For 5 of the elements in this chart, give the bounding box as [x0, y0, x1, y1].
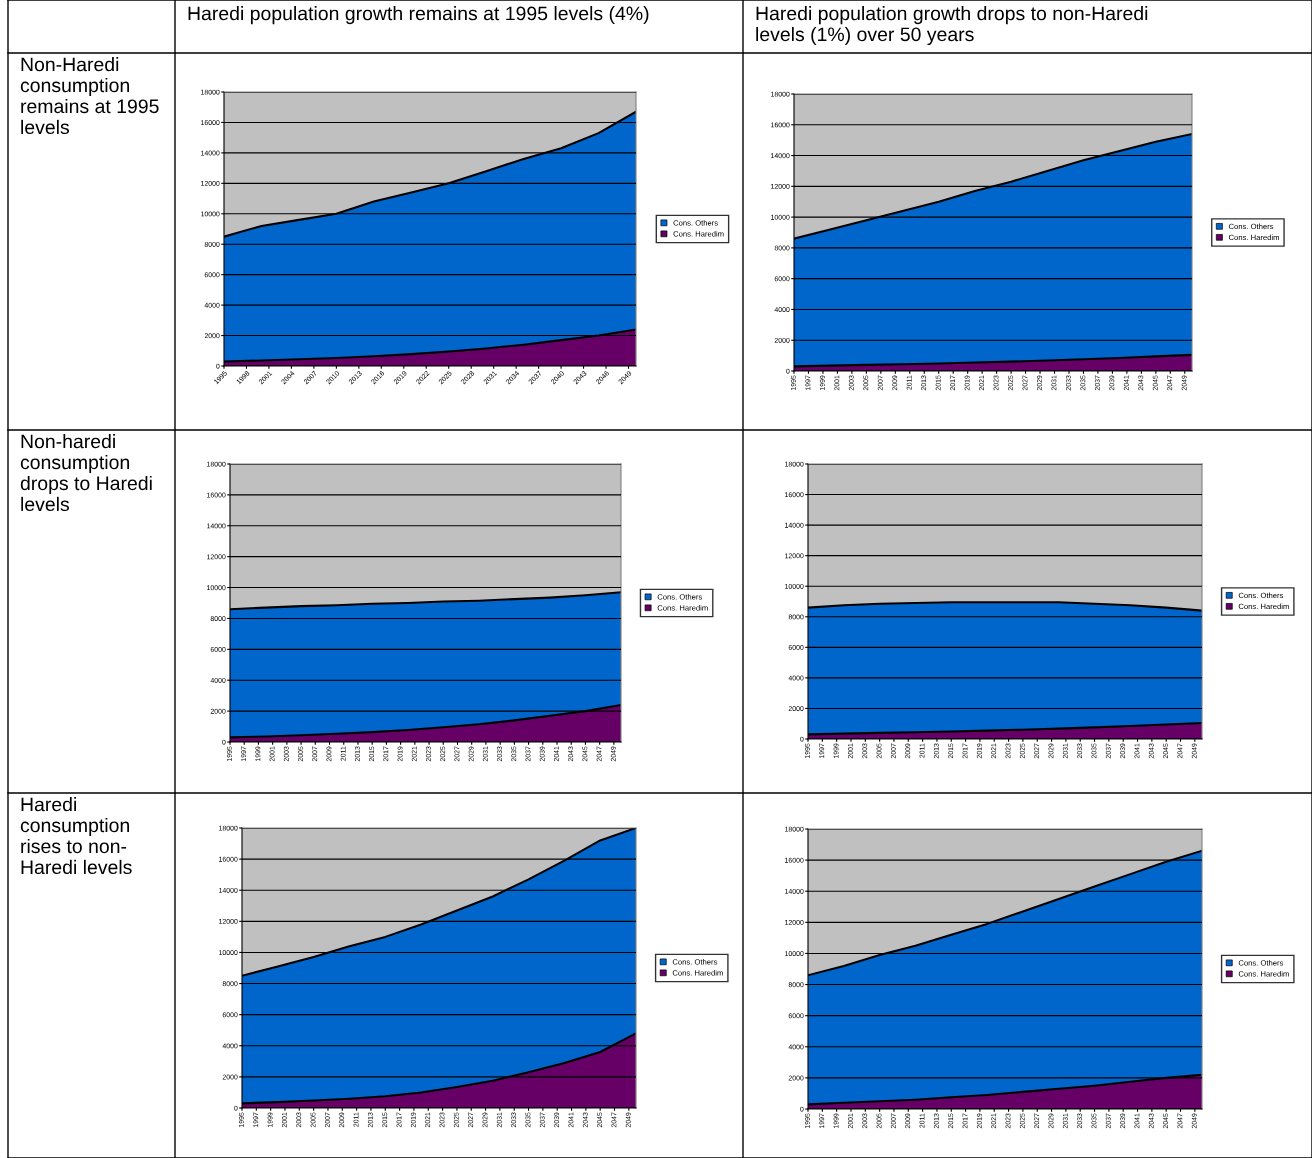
- chart-title: Haredi population growth drops to non-Haredi levels (1%) over 50 years: [756, 6, 1148, 46]
- text: Non-Haredi consumption remains at 1995 levels: [20, 57, 159, 135]
- chart-title: Haredi population growth remains at 1995 levels (4%): [188, 6, 649, 25]
- text: Haredi consumption rises to non- Haredi levels: [20, 797, 132, 875]
- text: Non-haredi consumption drops to Haredi levels: [20, 434, 152, 512]
